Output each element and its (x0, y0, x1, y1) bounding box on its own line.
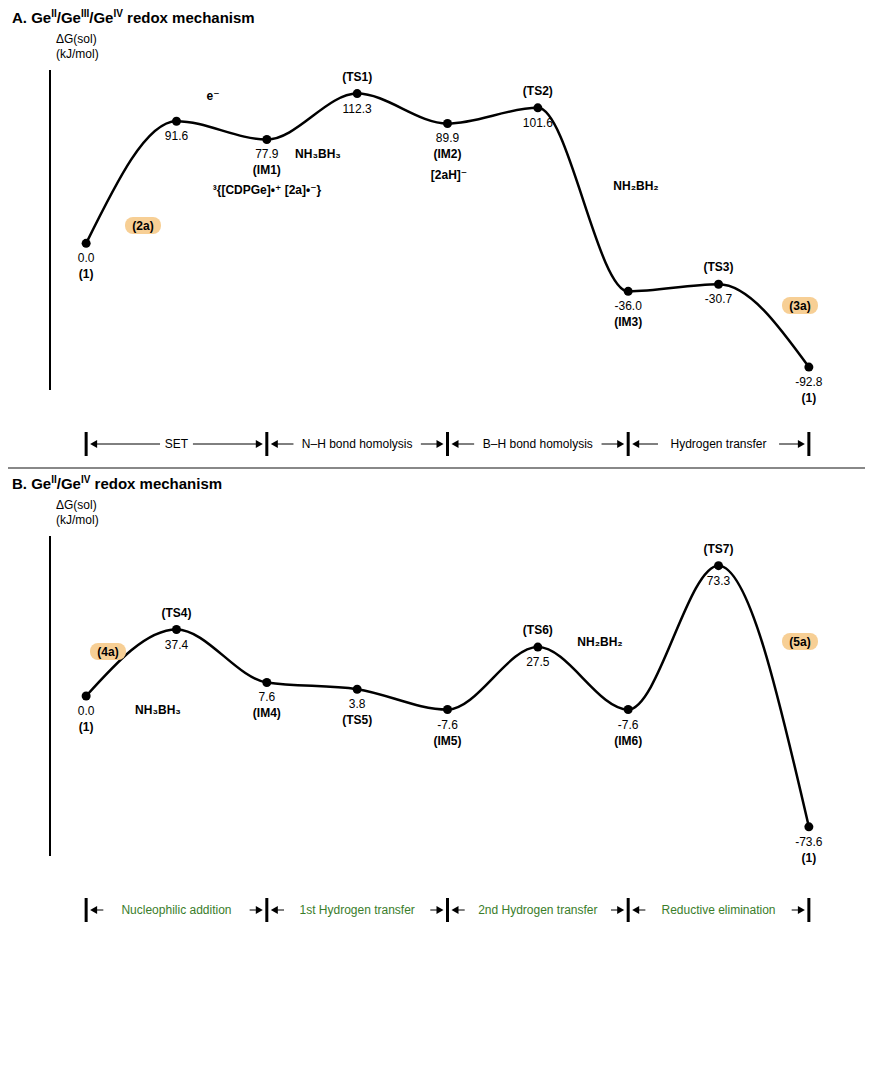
svg-text:Nucleophilic addition: Nucleophilic addition (121, 903, 231, 917)
svg-text:Hydrogen transfer: Hydrogen transfer (670, 437, 766, 451)
svg-text:-7.6: -7.6 (618, 718, 639, 732)
svg-text:(IM5): (IM5) (434, 734, 462, 748)
svg-text:-92.8: -92.8 (795, 375, 823, 389)
svg-text:-36.0: -36.0 (615, 299, 643, 313)
svg-text:27.5: 27.5 (526, 655, 550, 669)
svg-text:(IM2): (IM2) (434, 147, 462, 161)
html-text:ΔG(sol): ΔG(sol) (56, 32, 97, 46)
svg-text:(3a): (3a) (789, 299, 810, 313)
svg-text:NH₂BH₂: NH₂BH₂ (577, 635, 622, 649)
svg-text:NH₃BH₃: NH₃BH₃ (295, 147, 341, 161)
svg-text:(1): (1) (79, 267, 94, 281)
svg-text:(IM3): (IM3) (614, 315, 642, 329)
svg-text:(1): (1) (802, 851, 817, 865)
svg-text:2nd Hydrogen transfer: 2nd Hydrogen transfer (478, 903, 597, 917)
svg-text:(IM6): (IM6) (614, 734, 642, 748)
svg-text:e⁻: e⁻ (206, 89, 219, 103)
svg-text:112.3: 112.3 (343, 102, 372, 116)
svg-text:101.6: 101.6 (523, 116, 553, 130)
svg-text:N–H bond homolysis: N–H bond homolysis (302, 437, 413, 451)
svg-text:(TS2): (TS2) (523, 84, 553, 98)
svg-text:(IM1): (IM1) (253, 163, 281, 177)
svg-text:89.9: 89.9 (436, 131, 460, 145)
svg-text:(TS3): (TS3) (704, 260, 734, 274)
svg-text:(1): (1) (802, 391, 817, 405)
svg-text:(IM4): (IM4) (253, 706, 281, 720)
svg-text:(TS1): (TS1) (342, 70, 372, 84)
svg-text:NH₂BH₂: NH₂BH₂ (613, 179, 658, 193)
svg-text:-73.6: -73.6 (795, 835, 823, 849)
svg-text:Reductive elimination: Reductive elimination (661, 903, 775, 917)
svg-text:NH₃BH₃: NH₃BH₃ (135, 703, 181, 717)
svg-text:77.9: 77.9 (255, 147, 279, 161)
svg-text:(2a): (2a) (132, 219, 153, 233)
svg-text:(TS6): (TS6) (523, 623, 553, 637)
svg-text:³{[CDPGe]•⁺ [2a]•⁻}: ³{[CDPGe]•⁺ [2a]•⁻} (213, 183, 322, 197)
svg-text:(TS7): (TS7) (704, 542, 734, 556)
svg-text:0.0: 0.0 (78, 251, 95, 265)
svg-text:(TS5): (TS5) (342, 713, 372, 727)
svg-text:(1): (1) (79, 720, 94, 734)
html-text:B. GeII/ GeIVredox mechanism: B. GeII/ GeIVredox mechanism (12, 474, 223, 492)
svg-text:73.3: 73.3 (707, 574, 731, 588)
svg-text:37.4: 37.4 (165, 638, 189, 652)
html-text:ΔG(sol): ΔG(sol) (56, 498, 97, 512)
html-text:(kJ/mol): (kJ/mol) (56, 513, 99, 527)
svg-text:-7.6: -7.6 (437, 718, 458, 732)
svg-text:-30.7: -30.7 (705, 292, 733, 306)
svg-text:(4a): (4a) (97, 645, 118, 659)
svg-text:(TS4): (TS4) (161, 606, 191, 620)
svg-text:SET: SET (165, 437, 189, 451)
svg-text:B–H bond homolysis: B–H bond homolysis (483, 437, 593, 451)
html-text:(kJ/mol): (kJ/mol) (56, 47, 99, 61)
svg-text:[2aH]⁻: [2aH]⁻ (431, 168, 467, 182)
html-text:A. GeII/ GeIII/ GeIVredox mech: A. GeII/ GeIII/ GeIVredox mechanism (12, 8, 255, 26)
svg-text:3.8: 3.8 (349, 697, 366, 711)
svg-text:0.0: 0.0 (78, 704, 95, 718)
svg-text:1st Hydrogen transfer: 1st Hydrogen transfer (299, 903, 414, 917)
svg-text:91.6: 91.6 (165, 129, 189, 143)
svg-text:(5a): (5a) (789, 635, 810, 649)
svg-text:7.6: 7.6 (258, 690, 275, 704)
